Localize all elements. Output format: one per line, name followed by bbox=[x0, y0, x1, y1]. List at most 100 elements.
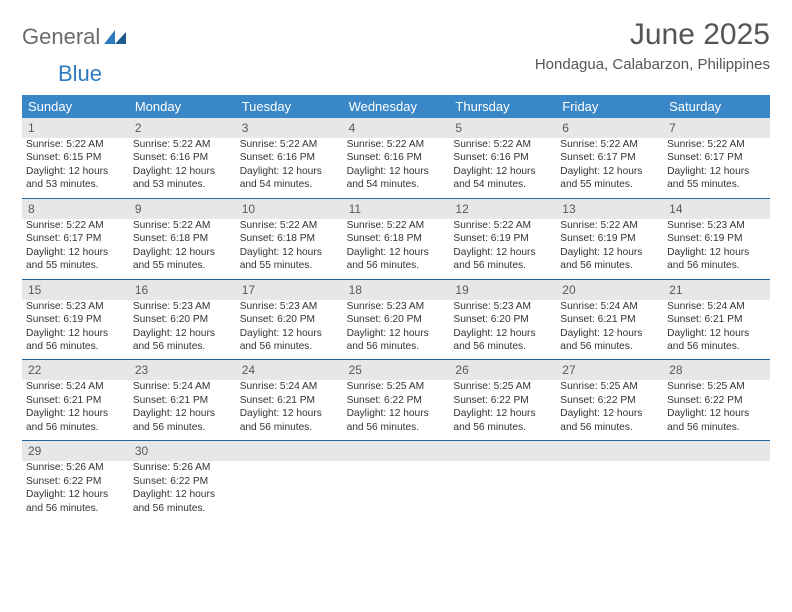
daylight-text-1: Daylight: 12 hours bbox=[667, 327, 766, 340]
logo: General bbox=[22, 24, 128, 50]
day-number: 4 bbox=[343, 118, 450, 138]
day-cell: Sunrise: 5:22 AMSunset: 6:18 PMDaylight:… bbox=[343, 219, 450, 279]
daylight-text-1: Daylight: 12 hours bbox=[240, 327, 339, 340]
sunrise-text: Sunrise: 5:22 AM bbox=[26, 138, 125, 151]
sunset-text: Sunset: 6:18 PM bbox=[347, 232, 446, 245]
week-row: Sunrise: 5:23 AMSunset: 6:19 PMDaylight:… bbox=[22, 300, 770, 361]
daynum-row: 2930 bbox=[22, 441, 770, 461]
day-number: 14 bbox=[663, 199, 770, 219]
day-cell: Sunrise: 5:22 AMSunset: 6:18 PMDaylight:… bbox=[236, 219, 343, 279]
day-cell: Sunrise: 5:25 AMSunset: 6:22 PMDaylight:… bbox=[343, 380, 450, 440]
sunrise-text: Sunrise: 5:26 AM bbox=[26, 461, 125, 474]
day-cell: Sunrise: 5:23 AMSunset: 6:20 PMDaylight:… bbox=[343, 300, 450, 360]
dayhead-mon: Monday bbox=[129, 95, 236, 118]
daylight-text-1: Daylight: 12 hours bbox=[133, 488, 232, 501]
daynum-row: 22232425262728 bbox=[22, 360, 770, 380]
day-number: 21 bbox=[663, 280, 770, 300]
dayhead-sat: Saturday bbox=[663, 95, 770, 118]
daylight-text-2: and 55 minutes. bbox=[240, 259, 339, 272]
sunrise-text: Sunrise: 5:24 AM bbox=[26, 380, 125, 393]
daylight-text-2: and 53 minutes. bbox=[133, 178, 232, 191]
sunrise-text: Sunrise: 5:23 AM bbox=[240, 300, 339, 313]
sunrise-text: Sunrise: 5:25 AM bbox=[453, 380, 552, 393]
logo-text-blue: Blue bbox=[58, 61, 102, 86]
day-number: 10 bbox=[236, 199, 343, 219]
day-number: 26 bbox=[449, 360, 556, 380]
sunset-text: Sunset: 6:21 PM bbox=[133, 394, 232, 407]
daylight-text-2: and 56 minutes. bbox=[240, 421, 339, 434]
sunset-text: Sunset: 6:21 PM bbox=[240, 394, 339, 407]
sunset-text: Sunset: 6:16 PM bbox=[347, 151, 446, 164]
day-cell: Sunrise: 5:22 AMSunset: 6:18 PMDaylight:… bbox=[129, 219, 236, 279]
day-number: 1 bbox=[22, 118, 129, 138]
day-cell: Sunrise: 5:24 AMSunset: 6:21 PMDaylight:… bbox=[556, 300, 663, 360]
day-number: 2 bbox=[129, 118, 236, 138]
sunrise-text: Sunrise: 5:24 AM bbox=[560, 300, 659, 313]
daylight-text-1: Daylight: 12 hours bbox=[560, 246, 659, 259]
sunset-text: Sunset: 6:19 PM bbox=[667, 232, 766, 245]
day-number: 11 bbox=[343, 199, 450, 219]
sunset-text: Sunset: 6:22 PM bbox=[26, 475, 125, 488]
sunrise-text: Sunrise: 5:24 AM bbox=[667, 300, 766, 313]
day-number: 16 bbox=[129, 280, 236, 300]
day-cell: Sunrise: 5:22 AMSunset: 6:15 PMDaylight:… bbox=[22, 138, 129, 198]
day-number: 3 bbox=[236, 118, 343, 138]
day-number: 6 bbox=[556, 118, 663, 138]
sunrise-text: Sunrise: 5:22 AM bbox=[347, 219, 446, 232]
daynum-row: 1234567 bbox=[22, 118, 770, 138]
sunset-text: Sunset: 6:19 PM bbox=[453, 232, 552, 245]
sunset-text: Sunset: 6:16 PM bbox=[240, 151, 339, 164]
daylight-text-2: and 56 minutes. bbox=[240, 340, 339, 353]
daylight-text-2: and 56 minutes. bbox=[667, 259, 766, 272]
daylight-text-2: and 54 minutes. bbox=[347, 178, 446, 191]
day-number: 7 bbox=[663, 118, 770, 138]
dayhead-tue: Tuesday bbox=[236, 95, 343, 118]
sunrise-text: Sunrise: 5:22 AM bbox=[347, 138, 446, 151]
daylight-text-1: Daylight: 12 hours bbox=[667, 246, 766, 259]
daylight-text-1: Daylight: 12 hours bbox=[560, 327, 659, 340]
sunrise-text: Sunrise: 5:25 AM bbox=[347, 380, 446, 393]
sunset-text: Sunset: 6:17 PM bbox=[560, 151, 659, 164]
sunset-text: Sunset: 6:15 PM bbox=[26, 151, 125, 164]
day-number: 29 bbox=[22, 441, 129, 461]
day-cell: Sunrise: 5:22 AMSunset: 6:17 PMDaylight:… bbox=[22, 219, 129, 279]
sunrise-text: Sunrise: 5:22 AM bbox=[453, 219, 552, 232]
day-cell: Sunrise: 5:23 AMSunset: 6:19 PMDaylight:… bbox=[22, 300, 129, 360]
day-cell: Sunrise: 5:22 AMSunset: 6:19 PMDaylight:… bbox=[449, 219, 556, 279]
sunrise-text: Sunrise: 5:23 AM bbox=[133, 300, 232, 313]
day-cell bbox=[236, 461, 343, 521]
day-cell: Sunrise: 5:22 AMSunset: 6:19 PMDaylight:… bbox=[556, 219, 663, 279]
daylight-text-2: and 55 minutes. bbox=[667, 178, 766, 191]
logo-text-general: General bbox=[22, 24, 100, 50]
day-number: 20 bbox=[556, 280, 663, 300]
daylight-text-1: Daylight: 12 hours bbox=[667, 165, 766, 178]
day-cell: Sunrise: 5:26 AMSunset: 6:22 PMDaylight:… bbox=[22, 461, 129, 521]
daylight-text-1: Daylight: 12 hours bbox=[560, 165, 659, 178]
daylight-text-2: and 54 minutes. bbox=[453, 178, 552, 191]
sunset-text: Sunset: 6:21 PM bbox=[26, 394, 125, 407]
daylight-text-1: Daylight: 12 hours bbox=[453, 165, 552, 178]
day-number: 30 bbox=[129, 441, 236, 461]
daylight-text-1: Daylight: 12 hours bbox=[26, 327, 125, 340]
sunrise-text: Sunrise: 5:22 AM bbox=[453, 138, 552, 151]
daynum-row: 15161718192021 bbox=[22, 280, 770, 300]
daylight-text-1: Daylight: 12 hours bbox=[667, 407, 766, 420]
day-number: 24 bbox=[236, 360, 343, 380]
day-cell: Sunrise: 5:22 AMSunset: 6:16 PMDaylight:… bbox=[236, 138, 343, 198]
daylight-text-1: Daylight: 12 hours bbox=[240, 165, 339, 178]
sunset-text: Sunset: 6:19 PM bbox=[26, 313, 125, 326]
sunrise-text: Sunrise: 5:23 AM bbox=[667, 219, 766, 232]
daylight-text-1: Daylight: 12 hours bbox=[453, 327, 552, 340]
daylight-text-1: Daylight: 12 hours bbox=[26, 407, 125, 420]
daylight-text-2: and 56 minutes. bbox=[453, 340, 552, 353]
sunrise-text: Sunrise: 5:24 AM bbox=[133, 380, 232, 393]
daylight-text-2: and 56 minutes. bbox=[667, 421, 766, 434]
sunset-text: Sunset: 6:22 PM bbox=[453, 394, 552, 407]
day-cell: Sunrise: 5:25 AMSunset: 6:22 PMDaylight:… bbox=[663, 380, 770, 440]
sunrise-text: Sunrise: 5:23 AM bbox=[453, 300, 552, 313]
sunset-text: Sunset: 6:18 PM bbox=[133, 232, 232, 245]
daylight-text-2: and 55 minutes. bbox=[26, 259, 125, 272]
day-cell: Sunrise: 5:23 AMSunset: 6:20 PMDaylight:… bbox=[129, 300, 236, 360]
day-number: 17 bbox=[236, 280, 343, 300]
day-cell: Sunrise: 5:22 AMSunset: 6:17 PMDaylight:… bbox=[556, 138, 663, 198]
